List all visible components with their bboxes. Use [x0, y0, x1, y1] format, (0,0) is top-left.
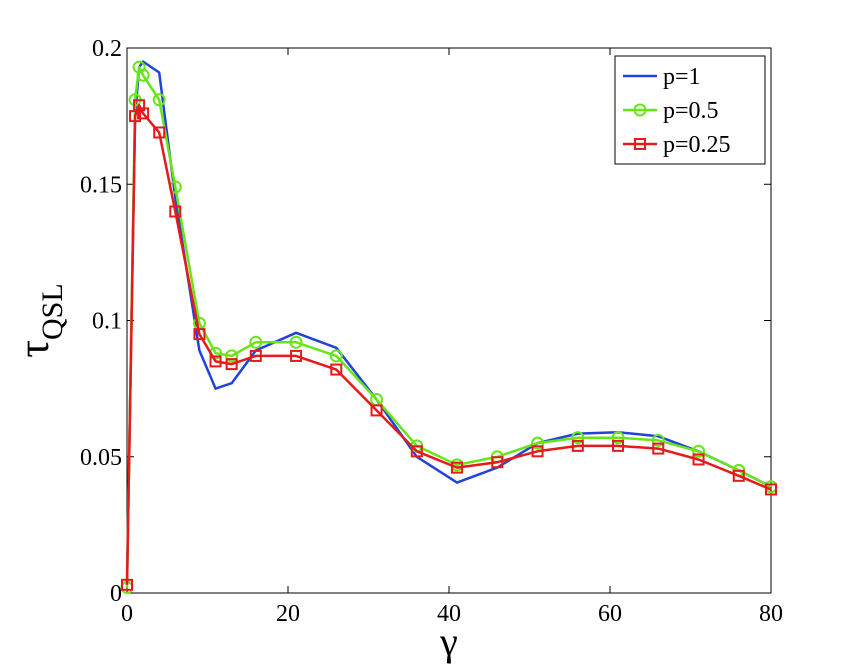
- x-tick-label: 20: [276, 601, 300, 627]
- data-point-square: [692, 453, 705, 466]
- data-point-square: [330, 363, 343, 376]
- data-point-square: [571, 439, 584, 452]
- data-point-circle: [692, 444, 706, 458]
- data-point-square: [209, 355, 222, 368]
- y-tick-label: 0.05: [80, 445, 122, 471]
- data-point-circle: [289, 335, 303, 349]
- data-point-square: [410, 445, 423, 458]
- series-line: [125, 103, 772, 585]
- x-tick-label: 40: [437, 601, 461, 627]
- data-point-square: [612, 439, 625, 452]
- data-point-square: [169, 205, 182, 218]
- data-point-circle: [531, 436, 545, 450]
- series-layer: [120, 60, 778, 595]
- data-point-square: [153, 126, 166, 139]
- data-point-circle: [136, 68, 150, 82]
- data-point-circle: [329, 349, 343, 363]
- data-point-square: [491, 456, 504, 469]
- y-tick-label: 0: [110, 581, 122, 607]
- legend-marker-circle: [633, 103, 647, 117]
- y-axis-label-subscript: QSL: [36, 283, 69, 340]
- x-tick-label: 0: [121, 601, 133, 627]
- data-point-square: [451, 461, 464, 474]
- data-point-square: [765, 483, 777, 496]
- x-tick-label: 80: [759, 601, 783, 627]
- data-point-square: [249, 349, 262, 362]
- data-point-square: [290, 349, 303, 362]
- x-tick-label: 60: [598, 601, 622, 627]
- series-line: [125, 65, 772, 588]
- data-point-square: [732, 469, 745, 482]
- y-axis-label: τQSL: [9, 283, 69, 357]
- data-point-circle: [225, 349, 239, 363]
- y-axis-label-symbol: τ: [9, 340, 58, 358]
- y-tick-label: 0.2: [92, 36, 122, 62]
- x-axis-label: γ: [439, 619, 458, 664]
- data-point-circle: [249, 335, 263, 349]
- data-point-circle: [571, 431, 585, 445]
- y-tick-label: 0.1: [92, 309, 122, 335]
- data-point-square: [121, 578, 133, 591]
- y-tick-label: 0.15: [80, 172, 122, 198]
- legend-label: p=0.5: [663, 98, 719, 124]
- legend-item-p=0.25: p=0.25: [623, 132, 731, 158]
- data-point-square: [370, 404, 383, 417]
- data-point-square: [652, 442, 665, 455]
- x-axis-ticks: 0 20 40 60 80: [121, 48, 783, 627]
- legend-marker-square: [634, 138, 646, 150]
- legend: p=1 p=0.5 p=0.25: [614, 55, 766, 165]
- data-point-square: [225, 358, 238, 371]
- legend-label: p=0.25: [663, 132, 731, 158]
- data-point-circle: [651, 433, 665, 447]
- y-axis-ticks: 0 0.05 0.1 0.15 0.2: [80, 36, 771, 607]
- series-p=0.25: [121, 99, 777, 591]
- data-point-circle: [611, 431, 625, 445]
- data-point-square: [193, 328, 206, 341]
- data-point-square: [531, 445, 544, 458]
- legend-item-p=0.5: p=0.5: [623, 98, 719, 124]
- data-point-circle: [152, 93, 166, 107]
- legend-label: p=1: [663, 64, 701, 90]
- data-point-square: [137, 107, 150, 120]
- legend-item-p=1: p=1: [623, 64, 701, 90]
